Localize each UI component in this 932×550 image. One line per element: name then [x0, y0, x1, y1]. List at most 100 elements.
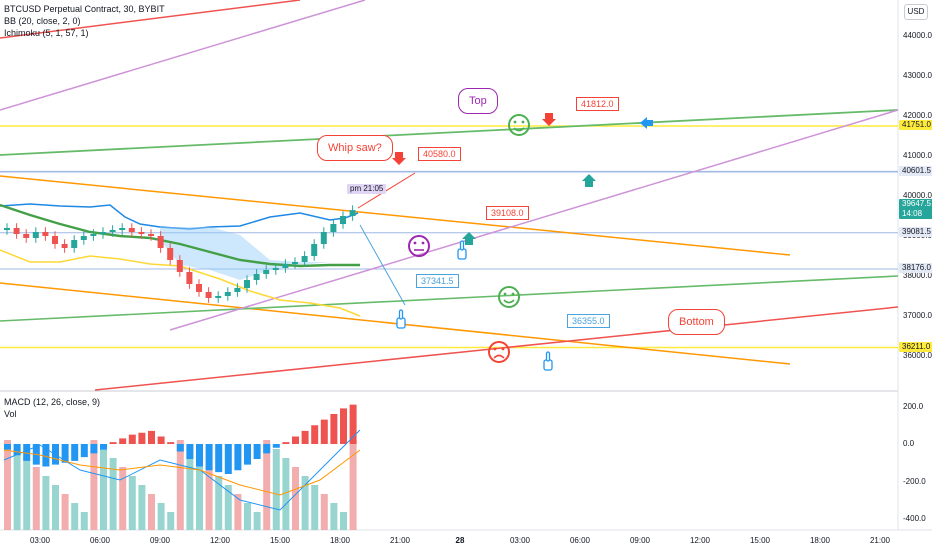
candle-body [167, 248, 174, 260]
volume-bar [138, 485, 146, 530]
candle-body [282, 264, 289, 268]
time-axis-label: 03:00 [29, 536, 51, 545]
price-callout[interactable]: 36355.0 [567, 314, 610, 328]
macd-histogram-bar [311, 425, 319, 444]
macd-histogram-bar [13, 444, 21, 456]
volume-bar [128, 476, 136, 530]
price-callout[interactable]: 39108.0 [486, 206, 529, 220]
bb-legend[interactable]: BB (20, close, 2, 0) [4, 16, 81, 26]
signal-line [3, 449, 361, 496]
time-axis-label: 12:00 [689, 536, 711, 545]
currency-button[interactable]: USD [904, 4, 928, 20]
volume-bar [157, 503, 165, 530]
price-axis-label: 44000.0 [903, 31, 932, 40]
time-axis-label: 18:00 [329, 536, 351, 545]
macd-histogram-bar [80, 444, 88, 458]
text-callout[interactable]: Top [458, 88, 498, 114]
price-callout[interactable]: 41812.0 [576, 97, 619, 111]
volume-bar [71, 503, 79, 530]
candle-body [330, 224, 337, 232]
volume-bar [80, 512, 88, 530]
symbol-legend[interactable]: BTCUSD Perpetual Contract, 30, BYBIT [4, 4, 165, 14]
hand-pointer-icon-finger [459, 240, 465, 251]
time-axis-label: 06:00 [89, 536, 111, 545]
price-badge[interactable]: 36211.0 [899, 342, 932, 353]
volume-bar [263, 440, 271, 530]
price-badge[interactable]: 39647.5 14:08 [899, 199, 932, 220]
candle-body [340, 216, 346, 224]
candle-body [292, 262, 298, 264]
macd-histogram-bar [71, 444, 79, 461]
macd-histogram-bar [42, 444, 50, 467]
vol-legend[interactable]: Vol [4, 409, 17, 419]
macd-histogram-bar [186, 444, 194, 459]
candle-body [42, 232, 49, 236]
price-axis-label: 36000.0 [903, 351, 932, 360]
macd-histogram-bar [109, 442, 117, 444]
macd-histogram-bar [196, 444, 203, 467]
time-axis-label: 06:00 [569, 536, 591, 545]
price-axis-label: 38000.0 [903, 271, 932, 280]
candle-body [100, 232, 106, 234]
time-axis-label: 28 [455, 536, 465, 545]
text-callout[interactable]: Whip saw? [317, 135, 393, 161]
macd-axis-label: 200.0 [903, 401, 924, 411]
text-callout[interactable]: Bottom [668, 309, 725, 335]
macd-legend[interactable]: MACD (12, 26, close, 9) [4, 397, 101, 407]
macd-histogram-bar [301, 430, 309, 444]
price-badge-value: 38176.0 [902, 263, 931, 273]
macd-axis-label: -200.0 [903, 476, 926, 486]
price-callout[interactable]: 40580.0 [418, 147, 461, 161]
candle-body [109, 230, 116, 232]
hand-pointer-icon-finger [398, 309, 404, 320]
price-axis-label: 42000.0 [903, 111, 932, 120]
macd-line [3, 429, 361, 511]
volume-bar [311, 485, 319, 530]
trend-line [0, 282, 791, 365]
volume-bar [4, 440, 11, 530]
left-arrow-icon [640, 117, 653, 129]
smile-face-icon [498, 286, 520, 308]
price-badge[interactable]: 40601.5 [899, 166, 932, 177]
trend-line [357, 172, 416, 209]
price-badge[interactable]: 38176.0 [899, 263, 932, 274]
volume-bar [349, 440, 357, 530]
price-badge-value: 39647.5 [902, 199, 931, 209]
down-arrow-icon [392, 152, 406, 165]
ichimoku-legend[interactable]: Ichimoku (5, 1, 57, 1) [4, 28, 89, 38]
hand-pointer-icon-finger [545, 351, 551, 362]
candle-body [244, 280, 250, 288]
volume-bar [196, 458, 203, 530]
neutral-face-icon [408, 235, 430, 257]
trend-line [0, 109, 899, 156]
candle-body [52, 236, 58, 244]
price-callout[interactable]: 37341.5 [416, 274, 459, 288]
price-badge[interactable]: 39081.5 [899, 227, 932, 238]
happy-face-icon-eye [513, 120, 517, 124]
candle-body [311, 244, 318, 256]
macd-histogram-bar [23, 444, 31, 461]
price-axis-label: 43000.0 [903, 71, 932, 80]
macd-histogram-bar [215, 444, 223, 473]
time-axis-label: 09:00 [149, 536, 171, 545]
volume-bar [61, 494, 69, 530]
candle-body [224, 292, 231, 296]
price-badge-value: 39081.5 [902, 227, 931, 237]
macd-histogram-bar [244, 444, 251, 465]
volume-bar [282, 458, 290, 530]
time-axis-label: 21:00 [389, 536, 411, 545]
candle-body [196, 284, 202, 292]
candle-body [128, 228, 135, 232]
price-badge[interactable]: 41751.0 [899, 120, 932, 131]
candle-body [263, 270, 270, 274]
candle-body [148, 234, 154, 236]
smile-face-icon-eye [503, 292, 507, 296]
volume-bar [292, 467, 299, 530]
time-axis-label: 15:00 [269, 536, 291, 545]
happy-face-icon [508, 114, 530, 136]
volume-bar [205, 467, 213, 530]
candle-body [186, 272, 193, 284]
sad-face-icon-eye [501, 347, 505, 351]
